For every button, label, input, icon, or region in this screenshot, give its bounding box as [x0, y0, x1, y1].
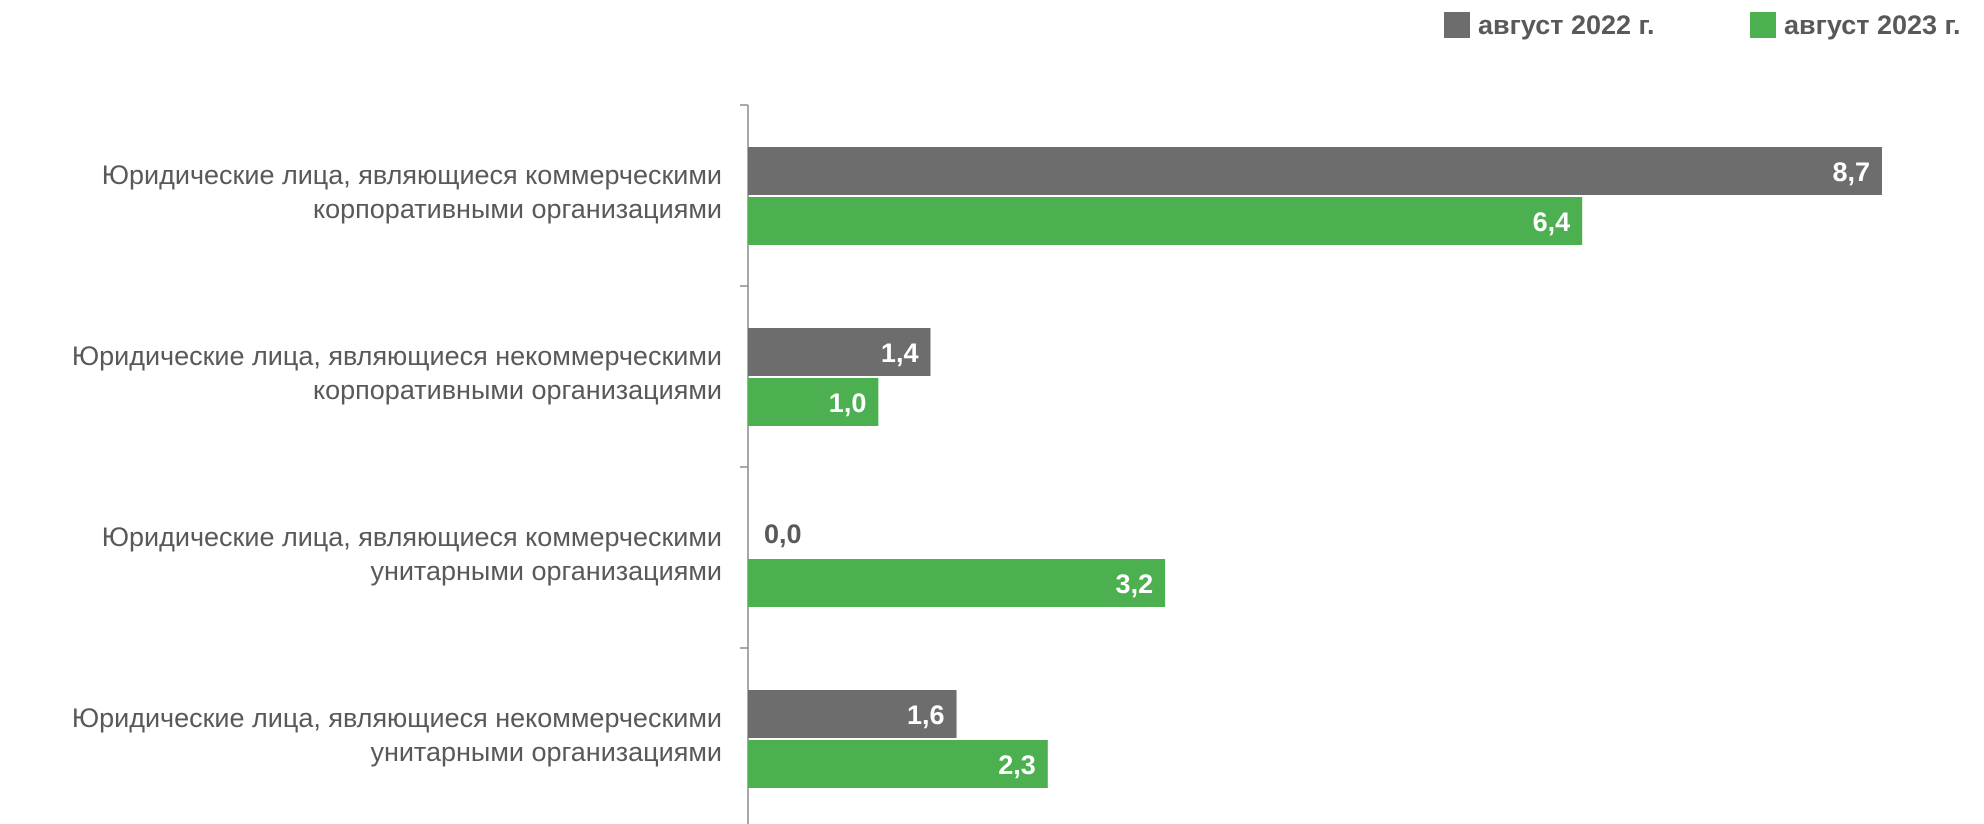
bar-2-3 — [748, 559, 1166, 607]
bar-2-4 — [748, 740, 1048, 788]
category-label-line: Юридические лица, являющиеся коммерчески… — [102, 160, 722, 190]
bar-value-label: 8,7 — [1832, 157, 1870, 187]
bar-value-label: 1,6 — [907, 700, 945, 730]
category-label: Юридические лица, являющиеся некоммерчес… — [72, 341, 722, 405]
bar-2-2 — [748, 378, 879, 426]
bar-value-label: 3,2 — [1116, 569, 1154, 599]
bar-1-2 — [748, 328, 931, 376]
bar-value-label: 2,3 — [998, 750, 1036, 780]
legend-swatch-1 — [1444, 12, 1470, 38]
bar-value-label: 0,0 — [764, 519, 802, 549]
category-label-line: Юридические лица, являющиеся некоммерчес… — [72, 341, 722, 371]
category-label: Юридические лица, являющиеся некоммерчес… — [72, 703, 722, 767]
category-label-line: корпоративными организациями — [313, 194, 722, 224]
bar-2-1 — [748, 197, 1583, 245]
bar-1-4 — [748, 690, 957, 738]
category-label-line: Юридические лица, являющиеся некоммерчес… — [72, 703, 722, 733]
bar-value-label: 1,0 — [829, 388, 867, 418]
bar-value-label: 6,4 — [1533, 207, 1571, 237]
category-label-line: унитарными организациями — [370, 737, 722, 767]
category-label-line: корпоративными организациями — [313, 375, 722, 405]
category-label-line: Юридические лица, являющиеся коммерчески… — [102, 522, 722, 552]
legend-label-1: август 2022 г. — [1478, 10, 1655, 40]
category-label: Юридические лица, являющиеся коммерчески… — [102, 160, 722, 224]
category-label-line: унитарными организациями — [370, 556, 722, 586]
bar-value-label: 1,4 — [881, 338, 919, 368]
legend-swatch-2 — [1750, 12, 1776, 38]
category-label: Юридические лица, являющиеся коммерчески… — [102, 522, 722, 586]
bar-1-1 — [748, 147, 1882, 195]
legend-label-2: август 2023 г. — [1784, 10, 1961, 40]
